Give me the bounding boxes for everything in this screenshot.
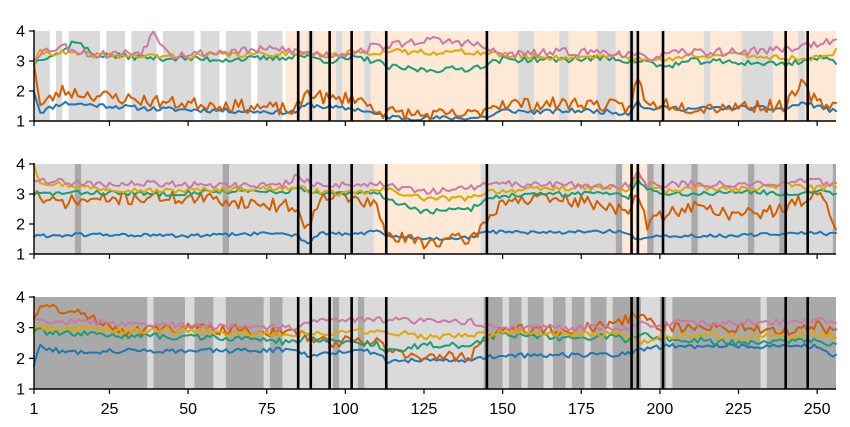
series-green-2 bbox=[33, 327, 837, 355]
band-1-7 bbox=[647, 164, 654, 254]
y-tick-label-0-2: 3 bbox=[16, 54, 25, 71]
x-axis: 1 25 50 75 100 125 150 175 200 225 250 bbox=[30, 401, 831, 418]
y-tick-label-1-2: 3 bbox=[16, 187, 25, 204]
x-tick-label-10: 250 bbox=[804, 401, 831, 418]
band-0-13 bbox=[364, 31, 371, 121]
band-0-20 bbox=[596, 31, 616, 121]
band-0-1 bbox=[56, 31, 63, 121]
band-2-9 bbox=[521, 297, 528, 389]
y-tick-label-0-1: 2 bbox=[16, 84, 25, 101]
series-yellow-2 bbox=[33, 324, 837, 346]
band-2-7 bbox=[357, 297, 365, 389]
series-pink-1 bbox=[33, 170, 837, 195]
band-0-12 bbox=[335, 31, 343, 121]
y-tick-label-2-2: 3 bbox=[16, 320, 25, 337]
band-1-2 bbox=[222, 164, 229, 254]
panel-bottom: 1 2 3 4 bbox=[16, 290, 837, 399]
series-yellow-0 bbox=[33, 48, 837, 67]
x-tick-label-8: 200 bbox=[647, 401, 674, 418]
series-green-0 bbox=[33, 40, 837, 74]
band-2-1 bbox=[147, 297, 154, 389]
x-tick-label-6: 150 bbox=[489, 401, 516, 418]
band-1-0 bbox=[34, 164, 384, 254]
panel-top: 1 2 3 4 bbox=[16, 24, 837, 131]
y-tick-label-1-1: 2 bbox=[16, 217, 25, 234]
x-tick-label-4: 100 bbox=[332, 401, 359, 418]
y-tick-label-0-3: 4 bbox=[16, 24, 25, 41]
y-tick-label-2-0: 1 bbox=[16, 382, 25, 399]
band-2-12 bbox=[584, 297, 591, 389]
band-2-8 bbox=[502, 297, 509, 389]
band-0-9 bbox=[285, 31, 299, 121]
band-1-1 bbox=[74, 164, 82, 254]
band-0-27 bbox=[798, 31, 805, 121]
x-tick-label-5: 125 bbox=[411, 401, 438, 418]
series-blue-1 bbox=[33, 228, 837, 245]
band-2-14 bbox=[641, 297, 660, 389]
band-2-15 bbox=[666, 297, 673, 389]
band-2-11 bbox=[565, 297, 572, 389]
band-2-2 bbox=[184, 297, 195, 389]
x-tick-label-0: 1 bbox=[30, 401, 39, 418]
band-1-10 bbox=[779, 164, 786, 254]
band-1-11 bbox=[832, 164, 836, 254]
x-tick-label-3: 75 bbox=[258, 401, 276, 418]
band-2-4 bbox=[263, 297, 270, 389]
band-0-18 bbox=[559, 31, 569, 121]
band-0-24 bbox=[703, 31, 711, 121]
band-1-6 bbox=[615, 164, 623, 254]
panel-middle: 1 2 3 4 bbox=[16, 157, 837, 264]
band-0-14 bbox=[376, 31, 487, 121]
y-tick-label-1-0: 1 bbox=[16, 247, 25, 264]
x-tick-label-7: 175 bbox=[568, 401, 595, 418]
x-tick-label-1: 25 bbox=[101, 401, 119, 418]
y-tick-label-1-3: 4 bbox=[16, 157, 25, 174]
x-tick-label-2: 50 bbox=[179, 401, 197, 418]
band-2-13 bbox=[606, 297, 613, 389]
x-tick-label-9: 225 bbox=[725, 401, 752, 418]
series-blue-0 bbox=[33, 91, 837, 122]
band-2-3 bbox=[213, 297, 226, 389]
band-2-10 bbox=[543, 297, 553, 389]
band-1-8 bbox=[691, 164, 698, 254]
series-pink-0 bbox=[33, 30, 837, 62]
y-tick-label-2-1: 2 bbox=[16, 351, 25, 368]
band-2-16 bbox=[760, 297, 767, 389]
series-pink-2 bbox=[33, 315, 837, 332]
series-blue-2 bbox=[33, 343, 837, 367]
series-orange-1 bbox=[33, 189, 837, 250]
series-green-1 bbox=[33, 178, 837, 215]
y-tick-label-0-0: 1 bbox=[16, 114, 25, 131]
y-tick-label-2-3: 4 bbox=[16, 290, 25, 307]
series-orange-0 bbox=[33, 63, 837, 122]
band-0-2 bbox=[68, 31, 101, 121]
